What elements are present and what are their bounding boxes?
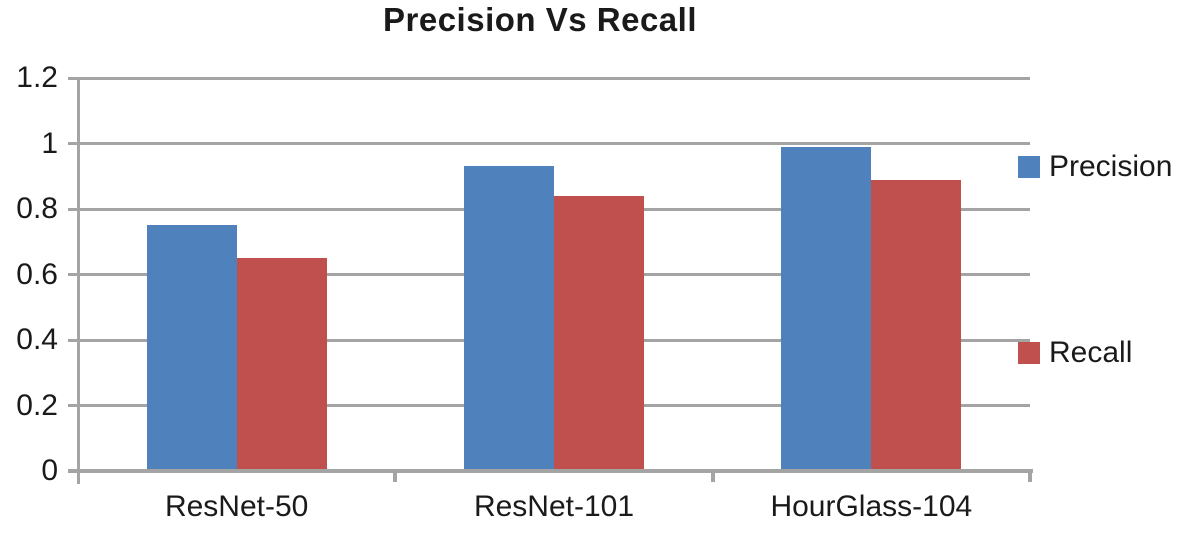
legend-label-precision: Precision [1049, 150, 1173, 183]
x-axis-boundary-tick [1028, 469, 1032, 482]
y-axis-tick-label: 0.2 [16, 388, 58, 422]
x-axis-category-label: ResNet-101 [473, 490, 635, 523]
gridline [78, 76, 1030, 80]
legend-swatch-precision-icon [1018, 156, 1040, 178]
y-axis-tick [68, 76, 78, 80]
x-axis-line [68, 469, 1033, 473]
y-axis-tick-label: 0 [41, 454, 58, 487]
legend-label-recall: Recall [1049, 336, 1133, 369]
bar-recall-resnet-50 [236, 258, 327, 471]
bar-precision-hourglass-104 [781, 146, 872, 471]
bar-precision-resnet-50 [146, 225, 237, 471]
y-axis-tick [68, 338, 78, 342]
legend-entry-precision: Precision [1018, 150, 1172, 184]
y-axis-tick [68, 273, 78, 276]
bar-recall-resnet-101 [554, 195, 644, 471]
gridline [78, 142, 1030, 145]
y-axis-tick [68, 404, 78, 407]
x-axis-category-label: HourGlass-104 [770, 490, 973, 523]
y-axis-tick [68, 142, 78, 145]
y-axis-tick-label: 1.2 [16, 61, 58, 94]
y-axis-tick-label: 0.8 [16, 192, 58, 225]
bar-precision-resnet-101 [464, 166, 554, 471]
x-axis-boundary-tick [710, 469, 715, 482]
legend-entry-recall: Recall [1018, 336, 1132, 370]
y-axis-tick [68, 207, 78, 211]
x-axis-boundary-tick [393, 469, 398, 482]
x-axis-category-label: ResNet-50 [164, 490, 309, 523]
y-axis-tick-label: 1 [41, 126, 58, 160]
chart-title: Precision Vs Recall [383, 1, 697, 38]
y-axis-tick-label: 0.4 [16, 323, 58, 356]
bar-recall-hourglass-104 [871, 179, 962, 471]
y-axis-line [77, 78, 80, 484]
legend-swatch-recall-icon [1018, 342, 1040, 364]
y-axis-tick-label: 0.6 [16, 257, 58, 291]
